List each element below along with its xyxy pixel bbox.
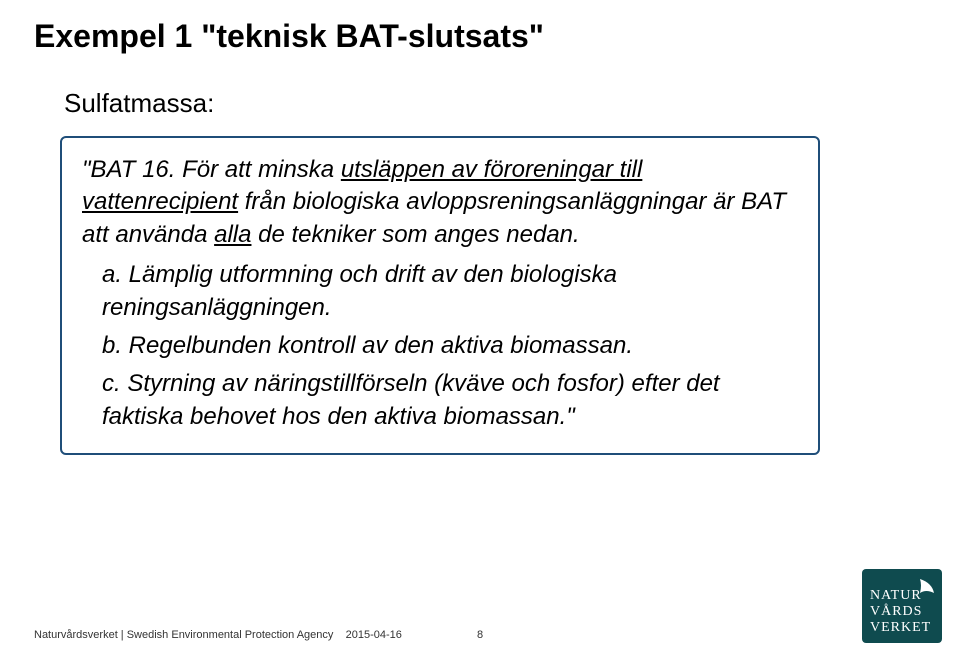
slide-title: Exempel 1 "teknisk BAT-slutsats" — [34, 18, 544, 55]
box-lead: "BAT 16. För att minska utsläppen av för… — [82, 154, 798, 251]
content-box: "BAT 16. För att minska utsläppen av för… — [60, 136, 820, 455]
box-item-b: b. Regelbunden kontroll av den aktiva bi… — [102, 330, 798, 362]
agency-logo: NATUR VÅRDS VERKET — [862, 569, 942, 643]
box-item-c: c. Styrning av näringstillförseln (kväve… — [102, 368, 798, 433]
logo-text-2: VÅRDS — [870, 603, 922, 619]
lead-underline-2: alla — [214, 221, 251, 248]
logo-text-3: VERKET — [870, 620, 931, 635]
lead-mid2: de tekniker som anges nedan. — [251, 221, 579, 248]
lead-prefix: "BAT 16. För att minska — [82, 156, 341, 183]
page-number: 8 — [0, 629, 960, 641]
slide-subtitle: Sulfatmassa: — [64, 88, 214, 119]
logo-text-1: NATUR — [870, 588, 922, 603]
box-item-a: a. Lämplig utformning och drift av den b… — [102, 259, 798, 324]
